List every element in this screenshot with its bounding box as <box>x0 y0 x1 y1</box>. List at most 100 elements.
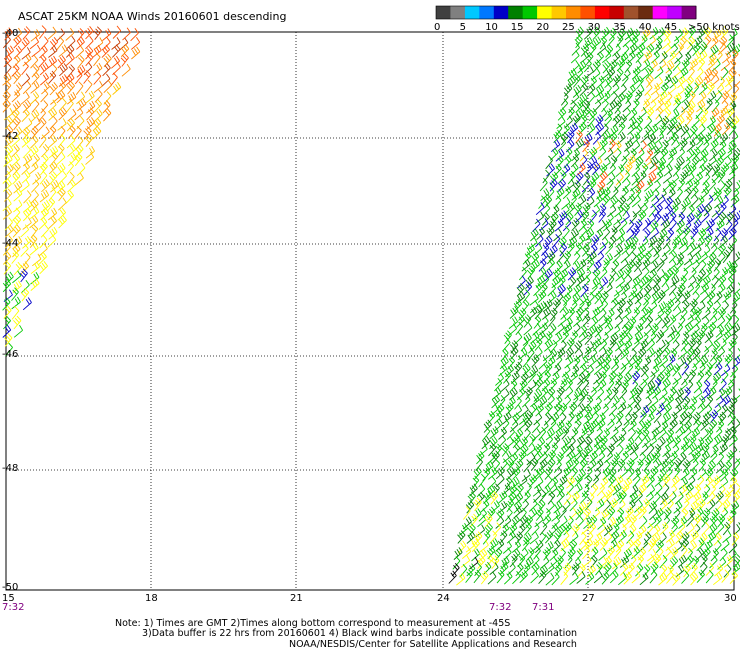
wind-barb <box>478 473 486 488</box>
wind-barb <box>667 258 677 272</box>
wind-barb <box>47 197 56 211</box>
wind-barb <box>30 198 39 213</box>
wind-barb <box>604 322 614 336</box>
wind-barb <box>609 195 619 209</box>
wind-barb <box>20 243 29 257</box>
wind-barb <box>546 186 555 200</box>
wind-barb <box>704 233 713 247</box>
wind-barb <box>85 145 95 159</box>
wind-barb <box>582 545 591 560</box>
wind-barb <box>654 170 664 184</box>
pass-time: 7:31 <box>532 602 554 613</box>
wind-barb <box>93 62 103 76</box>
wind-barb <box>570 466 578 480</box>
wind-barb <box>85 26 94 40</box>
wind-barb <box>588 324 598 338</box>
wind-barb <box>653 243 662 258</box>
wind-barb <box>564 386 574 400</box>
wind-barb <box>599 276 609 290</box>
wind-barb <box>131 46 141 60</box>
wind-barb <box>539 218 549 231</box>
wind-barb <box>573 314 583 327</box>
wind-barb <box>593 434 603 448</box>
wind-barb <box>621 148 630 162</box>
wind-barb <box>49 116 58 130</box>
wind-barb <box>482 426 491 441</box>
wind-barb <box>604 44 614 58</box>
wind-barb <box>556 347 566 361</box>
wind-barb <box>644 315 654 329</box>
wind-barb <box>729 131 739 144</box>
wind-barb <box>471 538 480 553</box>
wind-barb <box>665 298 675 313</box>
wind-barb <box>622 515 632 528</box>
wind-barb <box>638 209 647 223</box>
wind-barb <box>41 144 50 158</box>
wind-barb <box>669 418 678 432</box>
wind-barb <box>487 571 497 585</box>
wind-barb <box>702 547 711 561</box>
wind-barb <box>596 42 607 55</box>
wind-barb <box>495 538 505 552</box>
wind-barb <box>686 204 695 218</box>
wind-barb <box>592 131 601 145</box>
wind-barb <box>576 571 586 584</box>
wind-swath-left <box>2 25 141 357</box>
wind-barb <box>500 379 510 392</box>
wind-barb <box>467 523 476 537</box>
wind-barb <box>56 36 65 51</box>
wind-barb <box>692 146 701 160</box>
wind-barb <box>594 458 604 472</box>
wind-barb <box>553 195 562 209</box>
wind-barb <box>503 370 511 384</box>
wind-barb <box>709 138 719 152</box>
wind-barb <box>597 523 607 536</box>
wind-barb <box>692 411 701 426</box>
wind-barb <box>688 90 696 105</box>
wind-barb <box>659 563 668 578</box>
wind-barb <box>617 458 626 473</box>
wind-barb <box>589 282 598 296</box>
pass-time: 7:32 <box>2 602 24 613</box>
wind-barb <box>671 339 680 354</box>
wind-barb <box>727 140 737 154</box>
wind-barb <box>30 135 39 149</box>
wind-barb <box>723 322 733 336</box>
wind-barb <box>669 347 678 362</box>
wind-barb <box>688 434 697 448</box>
wind-barb <box>654 482 663 497</box>
wind-barb <box>608 467 617 481</box>
wind-barb <box>2 324 12 338</box>
wind-barb <box>616 227 626 241</box>
wind-barb <box>489 562 499 575</box>
wind-barb <box>647 371 656 385</box>
wind-barb <box>469 483 478 497</box>
wind-barb <box>569 228 579 241</box>
wind-barb <box>699 290 709 304</box>
wind-barb <box>563 522 572 536</box>
wind-barb <box>727 100 737 114</box>
wind-barb <box>555 155 564 169</box>
wind-barb <box>583 298 592 313</box>
wind-barb <box>552 298 561 312</box>
wind-barb <box>666 121 675 136</box>
wind-barb <box>732 458 740 472</box>
wind-barb <box>523 314 532 328</box>
wind-barb <box>621 315 630 330</box>
wind-barb <box>655 106 664 120</box>
speed-legend: 0 5 10 15 20 25 30 35 40 45 >50 knots <box>434 5 740 33</box>
wind-barb <box>609 225 618 240</box>
wind-barb <box>713 434 723 448</box>
wind-barb <box>533 388 543 402</box>
wind-barb <box>676 147 685 161</box>
wind-barb <box>716 76 725 90</box>
graticule <box>6 32 734 590</box>
wind-barb <box>93 52 101 67</box>
wind-barb <box>583 36 593 50</box>
wind-barb <box>712 371 722 385</box>
wind-barb <box>718 476 729 490</box>
wind-barb <box>22 145 31 159</box>
wind-barb <box>687 307 697 320</box>
wind-barb <box>578 121 587 135</box>
wind-barb <box>558 210 568 224</box>
